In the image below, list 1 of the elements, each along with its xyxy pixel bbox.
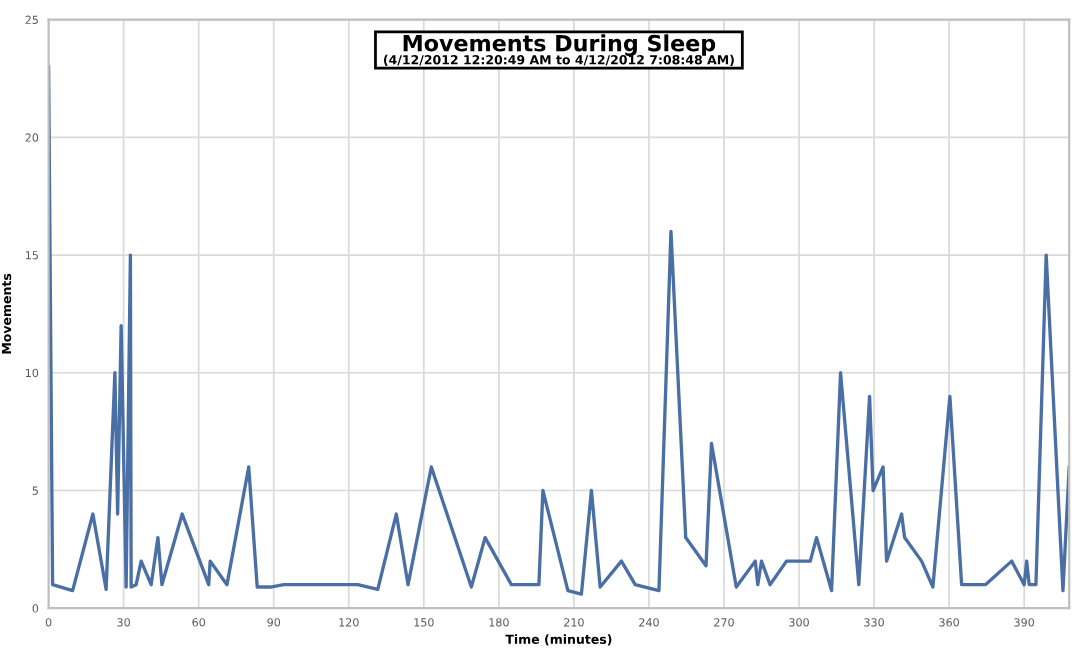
text: Movements During Sleep bbox=[403, 34, 716, 57]
